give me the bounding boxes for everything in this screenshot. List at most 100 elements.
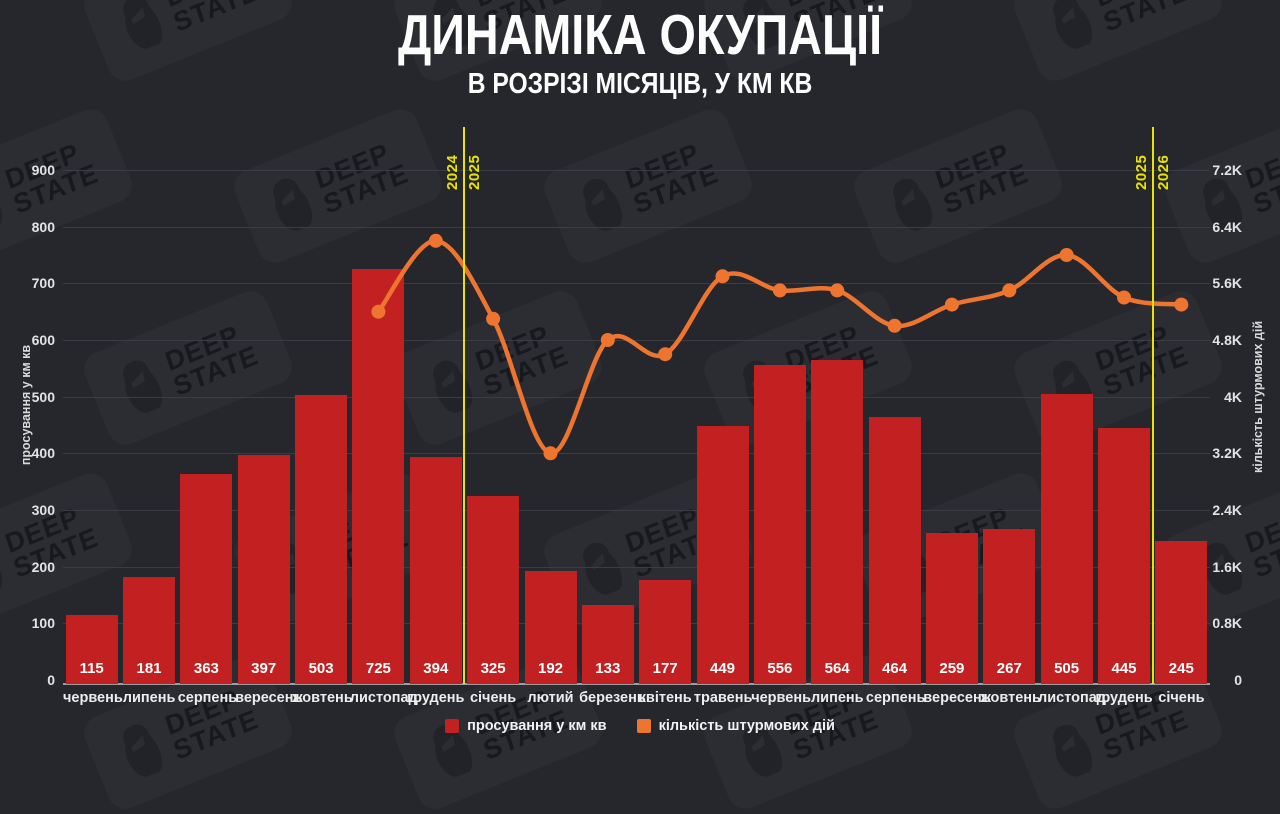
line-marker xyxy=(486,311,501,326)
bar-value-label: 363 xyxy=(193,660,219,677)
month-label: грудень xyxy=(1095,690,1153,706)
deepstate-logo-icon xyxy=(743,0,783,49)
plot-area: просування у км кв кількість штурмових д… xyxy=(19,127,1265,706)
gridline xyxy=(63,623,1210,625)
right-axis-tick: 1.6K xyxy=(1212,558,1242,575)
month-label: жовтень xyxy=(292,690,353,706)
gridline xyxy=(63,226,1210,228)
gridline xyxy=(63,340,1210,341)
legend: просування у км кв кількість штурмових д… xyxy=(0,718,1280,734)
bar-value-label: 556 xyxy=(767,660,793,677)
bar-value-label: 449 xyxy=(709,660,736,677)
deepstate-logo-icon xyxy=(273,178,313,231)
line-marker xyxy=(658,347,673,362)
bar xyxy=(581,604,634,684)
bar-value-label: 464 xyxy=(882,660,908,677)
line-marker xyxy=(944,297,959,312)
month-label: листопад xyxy=(1038,690,1106,706)
month-label: серпень xyxy=(177,690,238,706)
legend-swatch-advance xyxy=(445,719,460,733)
legend-label-assaults: кількість штурмових дій xyxy=(658,718,835,734)
bar-value-label: 267 xyxy=(996,660,1022,677)
bar xyxy=(409,456,462,684)
bar-value-label: 564 xyxy=(824,660,850,677)
month-label: червень xyxy=(63,690,123,706)
gridline xyxy=(63,510,1210,511)
bar xyxy=(123,577,175,684)
bar-value-label: 192 xyxy=(537,660,564,677)
year-divider-line xyxy=(463,127,466,684)
year-label: 2025 xyxy=(1132,154,1150,190)
month-label: вересень xyxy=(923,690,991,706)
deepstate-logo-icon xyxy=(583,178,623,231)
chart-subtitle: В РОЗРІЗІ МІСЯЦІВ, У КМ КВ xyxy=(467,68,813,100)
line-marker xyxy=(428,233,443,248)
month-label: жовтень xyxy=(980,690,1041,706)
bar xyxy=(524,571,577,684)
left-axis-tick: 200 xyxy=(31,558,55,575)
month-label: лютий xyxy=(527,690,574,706)
bar xyxy=(1040,393,1093,684)
year-divider-line xyxy=(1151,127,1154,684)
gridline xyxy=(63,453,1210,455)
bar-value-label: 503 xyxy=(308,660,334,677)
deepstate-logo-icon xyxy=(893,178,933,231)
legend-item-advance: просування у км кв xyxy=(445,718,607,734)
left-axis-tick: 800 xyxy=(31,218,55,235)
right-axis-tick: 0.8K xyxy=(1212,615,1242,632)
year-label: 2024 xyxy=(444,154,462,190)
bar-value-label: 115 xyxy=(79,660,104,677)
bar xyxy=(696,425,749,684)
gridline xyxy=(63,170,1210,171)
line-marker xyxy=(830,283,845,298)
month-label: липень xyxy=(122,690,176,706)
line-marker xyxy=(1002,283,1017,298)
right-axis-tick: 0 xyxy=(1234,672,1242,688)
bar-value-label: 245 xyxy=(1168,660,1194,677)
line-marker xyxy=(772,283,787,298)
bar xyxy=(467,495,520,684)
bar xyxy=(811,360,864,684)
bar xyxy=(925,533,978,684)
right-axis-tick: 6.4K xyxy=(1212,218,1242,235)
bar xyxy=(1155,541,1208,684)
right-axis-tick: 5.6K xyxy=(1212,275,1242,292)
chart-title: ДИНАМІКА ОКУПАЦІЇ xyxy=(397,3,883,67)
month-label: квітень xyxy=(638,690,692,706)
bar-value-label: 725 xyxy=(365,660,391,677)
month-label: березень xyxy=(579,690,646,706)
bar xyxy=(237,455,290,684)
deepstate-logo-icon xyxy=(1053,0,1093,49)
month-label: січень xyxy=(1158,690,1205,706)
left-axis-tick: 400 xyxy=(31,445,55,462)
bar xyxy=(352,269,405,684)
left-axis-tick: 300 xyxy=(31,502,55,518)
left-axis-tick: 700 xyxy=(31,275,55,292)
month-label: вересень xyxy=(235,690,303,706)
bar xyxy=(868,417,921,684)
bar-value-label: 445 xyxy=(1111,660,1137,677)
bar-value-label: 505 xyxy=(1054,660,1080,677)
legend-item-assaults: кількість штурмових дій xyxy=(636,718,835,734)
right-axis-tick: 3.2K xyxy=(1212,445,1242,462)
month-label: грудень xyxy=(407,690,465,706)
line-marker xyxy=(887,318,902,333)
gridline xyxy=(63,283,1210,285)
month-label: червень xyxy=(751,690,811,706)
gridline xyxy=(63,396,1210,398)
left-axis-tick: 0 xyxy=(47,672,55,688)
month-label: листопад xyxy=(349,690,418,706)
bar-value-label: 397 xyxy=(251,660,277,677)
bar xyxy=(753,364,806,684)
legend-label-advance: просування у км кв xyxy=(467,718,607,734)
left-axis-tick: 600 xyxy=(31,332,55,348)
month-label: серпень xyxy=(865,690,926,706)
deepstate-logo-icon xyxy=(583,542,623,595)
chart-header: ДИНАМІКА ОКУПАЦІЇ В РОЗРІЗІ МІСЯЦІВ, У К… xyxy=(0,0,1280,100)
right-axis-tick: 2.4K xyxy=(1212,502,1242,518)
